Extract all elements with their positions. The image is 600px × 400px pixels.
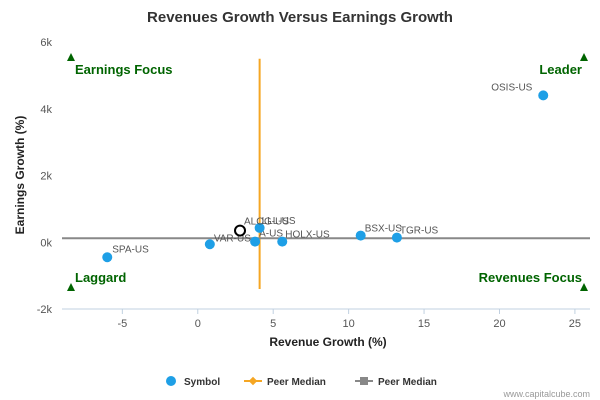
x-tick-label: 0	[195, 318, 201, 330]
data-point[interactable]	[102, 252, 113, 263]
legend-label: Peer Median	[378, 377, 437, 388]
data-point[interactable]	[277, 236, 288, 247]
x-axis-title: Revenue Growth (%)	[269, 335, 386, 349]
y-tick-label: 2k	[40, 171, 52, 183]
data-point[interactable]	[355, 230, 366, 241]
data-points: OSIS-US SPA-US VAR-US A-US LLL-US HOLX-US BSX-…	[102, 82, 549, 263]
legend-square-marker	[360, 377, 368, 385]
legend-diamond-marker	[248, 376, 258, 386]
data-point[interactable]	[204, 239, 215, 250]
data-point-label: VAR-US	[214, 233, 251, 244]
data-point[interactable]	[391, 232, 402, 243]
quadrant-markers	[67, 53, 588, 291]
focus-point-label: ALOG-US	[244, 217, 289, 228]
peer-median-lines	[62, 58, 590, 289]
quadrant-marker-top-left	[67, 53, 75, 61]
x-tick-label: -5	[117, 318, 127, 330]
quadrant-label-earnings-focus: Earnings Focus	[75, 62, 173, 77]
legend-item-symbol[interactable]: Symbol	[166, 376, 220, 388]
data-point-label: LLL-US	[262, 216, 296, 227]
x-tick-label: 15	[418, 318, 430, 330]
data-point[interactable]	[254, 222, 265, 233]
chart-title: Revenues Growth Versus Earnings Growth	[147, 9, 453, 26]
data-point[interactable]	[250, 236, 261, 247]
data-point-label: HOLX-US	[285, 230, 330, 241]
legend: Symbol Peer Median Peer Median	[166, 376, 437, 388]
data-point-label: OSIS-US	[491, 82, 532, 93]
credit-text: www.capitalcube.com	[502, 389, 590, 399]
data-point-label: SPA-US	[112, 244, 149, 255]
quadrant-label-revenues-focus: Revenues Focus	[479, 270, 582, 285]
plot-area: -5 0 5 10 15 20 25 -2k 0k 2k 4k 6k OSIS-US SPA-US VA…	[37, 37, 590, 330]
y-axis-ticks: -2k 0k 2k 4k 6k	[37, 37, 53, 316]
focus-point[interactable]	[234, 224, 247, 237]
x-tick-label: 20	[493, 318, 505, 330]
legend-dot-marker	[166, 376, 176, 386]
data-point-label: BSX-US	[365, 224, 403, 235]
quadrant-label-laggard: Laggard	[75, 270, 126, 285]
quadrant-marker-bottom-left	[67, 283, 75, 291]
y-tick-label: 4k	[40, 104, 52, 116]
legend-item-peer-median-horizontal[interactable]: Peer Median	[355, 377, 437, 388]
x-tick-label: 10	[343, 318, 355, 330]
x-axis-ticks: -5 0 5 10 15 20 25	[117, 309, 581, 330]
data-point-label: TGR-US	[400, 226, 439, 237]
data-point[interactable]	[538, 90, 549, 101]
legend-label: Peer Median	[267, 377, 326, 388]
x-tick-label: 25	[569, 318, 581, 330]
quadrant-label-leader: Leader	[539, 62, 582, 77]
legend-label: Symbol	[184, 377, 220, 388]
data-point-label: A-US	[259, 229, 283, 240]
y-tick-label: 6k	[40, 37, 52, 49]
x-tick-label: 5	[270, 318, 276, 330]
quadrant-marker-top-right	[580, 53, 588, 61]
legend-item-peer-median-vertical[interactable]: Peer Median	[244, 376, 326, 388]
y-axis-title: Earnings Growth (%)	[13, 116, 27, 235]
quadrant-marker-bottom-right	[580, 283, 588, 291]
y-tick-label: 0k	[40, 237, 52, 249]
y-tick-label: -2k	[37, 304, 53, 316]
